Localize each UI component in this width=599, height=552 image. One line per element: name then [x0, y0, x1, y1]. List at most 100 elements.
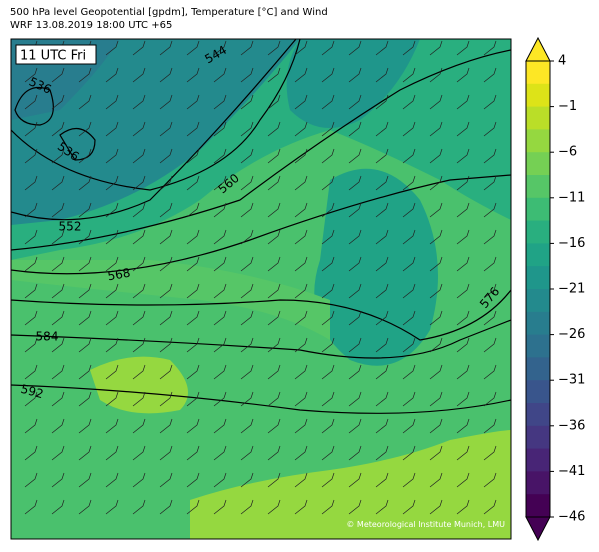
- wind-barb: [456, 364, 470, 380]
- wind-barb: [375, 229, 389, 245]
- wind-barb: [186, 229, 200, 245]
- wind-barb: [51, 67, 65, 83]
- wind-barb: [348, 40, 362, 56]
- wind-barb: [186, 94, 200, 110]
- wind-barb: [375, 472, 389, 488]
- wind-barb: [456, 445, 470, 461]
- wind-barb: [132, 337, 146, 353]
- wind-barb: [294, 472, 308, 488]
- wind-barb: [159, 472, 173, 488]
- wind-barb: [240, 148, 254, 164]
- wind-barb: [348, 499, 362, 515]
- wind-barb: [24, 175, 38, 191]
- wind-barb: [429, 391, 443, 407]
- wind-barb: [51, 94, 65, 110]
- wind-barb: [402, 202, 416, 218]
- wind-barb: [105, 256, 119, 272]
- colorbar-band: [526, 197, 550, 222]
- wind-barb: [402, 391, 416, 407]
- wind-barb: [321, 175, 335, 191]
- wind-barb: [105, 499, 119, 515]
- wind-barb: [375, 40, 389, 56]
- wind-barb: [159, 283, 173, 299]
- wind-barb: [24, 472, 38, 488]
- wind-barb: [105, 202, 119, 218]
- wind-barb: [213, 283, 227, 299]
- colorbar-tick-label: −26: [558, 327, 585, 342]
- wind-barb: [402, 175, 416, 191]
- wind-barb: [105, 40, 119, 56]
- wind-barb: [24, 364, 38, 380]
- wind-barb: [51, 499, 65, 515]
- wind-barb: [402, 472, 416, 488]
- wind-barb: [24, 202, 38, 218]
- wind-barb: [132, 229, 146, 245]
- wind-barb: [105, 229, 119, 245]
- wind-barb: [78, 256, 92, 272]
- wind-barb: [456, 229, 470, 245]
- wind-barb: [51, 148, 65, 164]
- wind-barb: [429, 472, 443, 488]
- wind-barb: [105, 445, 119, 461]
- contour-label: 592: [19, 382, 45, 401]
- wind-barb: [429, 202, 443, 218]
- wind-barb: [240, 499, 254, 515]
- wind-barb: [213, 94, 227, 110]
- wind-barb: [186, 391, 200, 407]
- wind-barb: [348, 256, 362, 272]
- wind-barb: [483, 472, 497, 488]
- wind-barb: [159, 445, 173, 461]
- wind-barb: [402, 418, 416, 434]
- wind-barb: [132, 121, 146, 137]
- wind-barb: [78, 202, 92, 218]
- wind-barb: [24, 121, 38, 137]
- wind-barb: [24, 499, 38, 515]
- colorbar-band: [526, 220, 550, 244]
- colorbar-band: [526, 471, 550, 495]
- wind-barb: [483, 229, 497, 245]
- wind-barb: [456, 391, 470, 407]
- wind-barb: [348, 121, 362, 137]
- wind-barb: [240, 418, 254, 434]
- wind-barb: [240, 229, 254, 245]
- wind-barb: [132, 310, 146, 326]
- wind-barb: [105, 310, 119, 326]
- wind-barb: [132, 148, 146, 164]
- wind-barb: [483, 40, 497, 56]
- wind-barb: [429, 283, 443, 299]
- wind-barb: [186, 310, 200, 326]
- wind-barb: [348, 202, 362, 218]
- wind-barb: [267, 418, 281, 434]
- wind-barb: [483, 499, 497, 515]
- wind-barb: [51, 310, 65, 326]
- wind-barb: [321, 418, 335, 434]
- wind-barb: [375, 310, 389, 326]
- colorbar-band: [526, 83, 550, 108]
- wind-barb: [132, 202, 146, 218]
- wind-barb: [402, 229, 416, 245]
- wind-barb: [348, 229, 362, 245]
- wind-barb: [456, 256, 470, 272]
- wind-barb: [294, 364, 308, 380]
- wind-barb: [186, 202, 200, 218]
- wind-barb: [375, 175, 389, 191]
- wind-barb: [402, 94, 416, 110]
- wind-barb: [213, 229, 227, 245]
- wind-barb: [105, 364, 119, 380]
- map: 544 536 536 560 552 568 584 592 576 11 U…: [11, 39, 511, 539]
- wind-barb: [51, 337, 65, 353]
- wind-barb: [456, 337, 470, 353]
- wind-barb: [159, 148, 173, 164]
- wind-barb: [186, 40, 200, 56]
- wind-barb: [51, 445, 65, 461]
- wind-barb: [294, 202, 308, 218]
- wind-barb: [78, 364, 92, 380]
- wind-barb: [294, 229, 308, 245]
- wind-barb: [429, 499, 443, 515]
- wind-barb: [294, 94, 308, 110]
- wind-barb: [429, 175, 443, 191]
- wind-barb: [105, 391, 119, 407]
- wind-barb: [24, 148, 38, 164]
- wind-barb: [321, 121, 335, 137]
- wind-barb: [78, 94, 92, 110]
